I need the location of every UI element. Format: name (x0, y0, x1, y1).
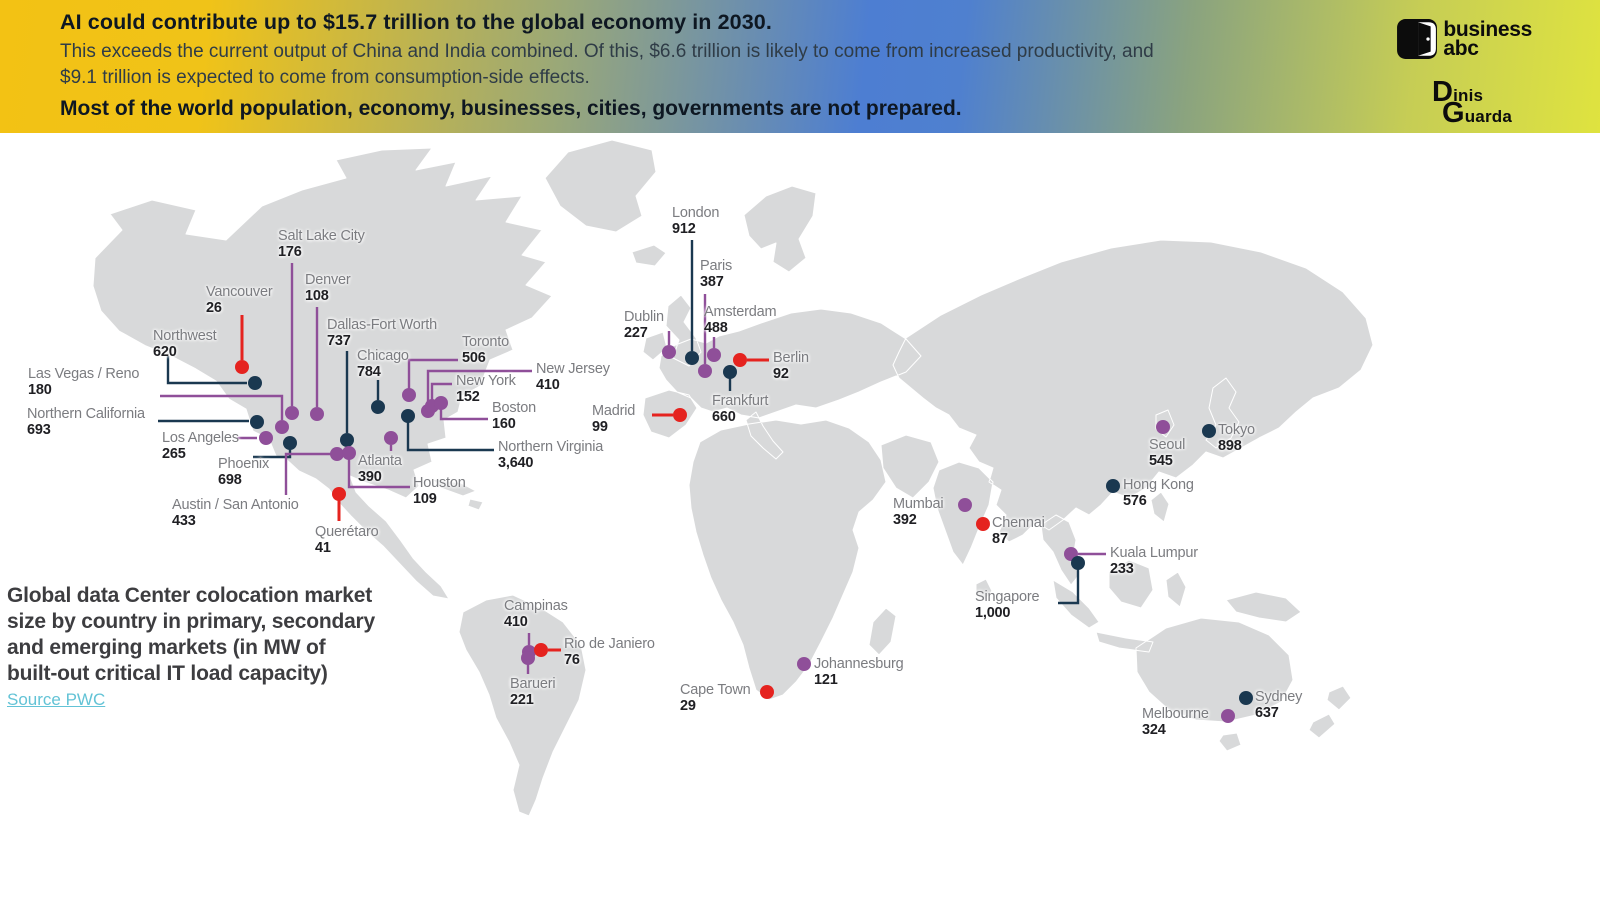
world-basemap (92, 139, 1374, 817)
connector-las-vegas-reno (160, 394, 284, 420)
connector-austin-san-antonio (284, 452, 337, 495)
city-dots-layer (235, 345, 1253, 723)
city-dot-cape-town (760, 685, 774, 699)
city-dot-houston (342, 446, 356, 460)
header-banner: AI could contribute up to $15.7 trillion… (0, 0, 1600, 133)
city-dot-madrid (673, 408, 687, 422)
dinisguarda-line2: Guarda (1441, 97, 1512, 129)
city-dot-boston (434, 396, 448, 410)
city-dot-vancouver (235, 360, 249, 374)
city-dot-paris (698, 364, 712, 378)
city-dot-chicago (371, 400, 385, 414)
city-dot-toronto (402, 388, 416, 402)
city-dot-mumbai (958, 498, 972, 512)
connector-toronto (407, 358, 458, 395)
city-dot-frankfurt (723, 365, 737, 379)
connector-northwest (166, 356, 247, 385)
city-dot-rio-de-janiero (534, 643, 548, 657)
dinisguarda-line1: Dinis (1431, 76, 1484, 108)
caption-line-1: Global data Center colocation market (7, 584, 373, 607)
city-dot-hong-kong (1106, 479, 1120, 493)
connector-new-york (430, 382, 452, 406)
city-dot-chennai (976, 517, 990, 531)
map-svg (92, 139, 1374, 817)
city-dot-dallas-fort-worth (340, 433, 354, 447)
city-dot-tokyo (1202, 424, 1216, 438)
connector-northern-virginia (406, 416, 494, 452)
city-dot-denver (310, 407, 324, 421)
city-dot-singapore (1071, 556, 1085, 570)
source-link[interactable]: Source PWC (7, 690, 106, 709)
warning-statement: Most of the world population, economy, b… (60, 97, 962, 120)
world-landmass (92, 139, 1374, 817)
caption-line-4: built-out critical IT load capacity) (7, 662, 328, 685)
world-map (0, 133, 1600, 900)
city-dot-amsterdam (707, 348, 721, 362)
city-dot-sydney (1239, 691, 1253, 705)
city-dot-northern-california (250, 415, 264, 429)
connector-singapore (1058, 563, 1080, 605)
city-dot-melbourne (1221, 709, 1235, 723)
connector-houston (347, 459, 410, 489)
header-text: AI could contribute up to $15.7 trillion… (60, 9, 1380, 121)
city-dot-phoenix (283, 436, 297, 450)
city-dot-los-angeles (259, 431, 273, 445)
open-door-icon (1397, 19, 1438, 59)
city-dot-northwest (248, 376, 262, 390)
city-dot-dublin (662, 345, 676, 359)
city-dot-barueri (521, 651, 535, 665)
businessabc-wordmark: business abc (1443, 18, 1532, 60)
businessabc-logo: business abc (1396, 18, 1532, 60)
chart-caption: Global data Center colocation market siz… (7, 583, 427, 710)
city-dot-london (685, 351, 699, 365)
headline: AI could contribute up to $15.7 trillion… (60, 10, 772, 34)
city-dot-salt-lake-city (285, 406, 299, 420)
city-dot-quer-taro (332, 487, 346, 501)
city-dot-atlanta (384, 431, 398, 445)
city-dot-seoul (1156, 420, 1170, 434)
city-dot-northern-virginia (401, 409, 415, 423)
caption-line-2: size by country in primary, secondary (7, 610, 376, 633)
businessabc-line1: business (1443, 18, 1532, 41)
city-dot-berlin (733, 353, 747, 367)
subheadline-line2: $9.1 trillion is expected to come from c… (60, 67, 590, 88)
caption-line-3: and emerging markets (in MW of (7, 636, 326, 659)
businessabc-line2: abc (1443, 37, 1479, 60)
city-dot-las-vegas-reno (275, 420, 289, 434)
city-dot-johannesburg (797, 657, 811, 671)
dinisguarda-logo: Dinis Guarda (1431, 76, 1512, 129)
city-dot-austin-san-antonio (330, 447, 344, 461)
subheadline-line1: This exceeds the current output of China… (60, 41, 1154, 62)
connector-new-jersey (426, 369, 532, 411)
